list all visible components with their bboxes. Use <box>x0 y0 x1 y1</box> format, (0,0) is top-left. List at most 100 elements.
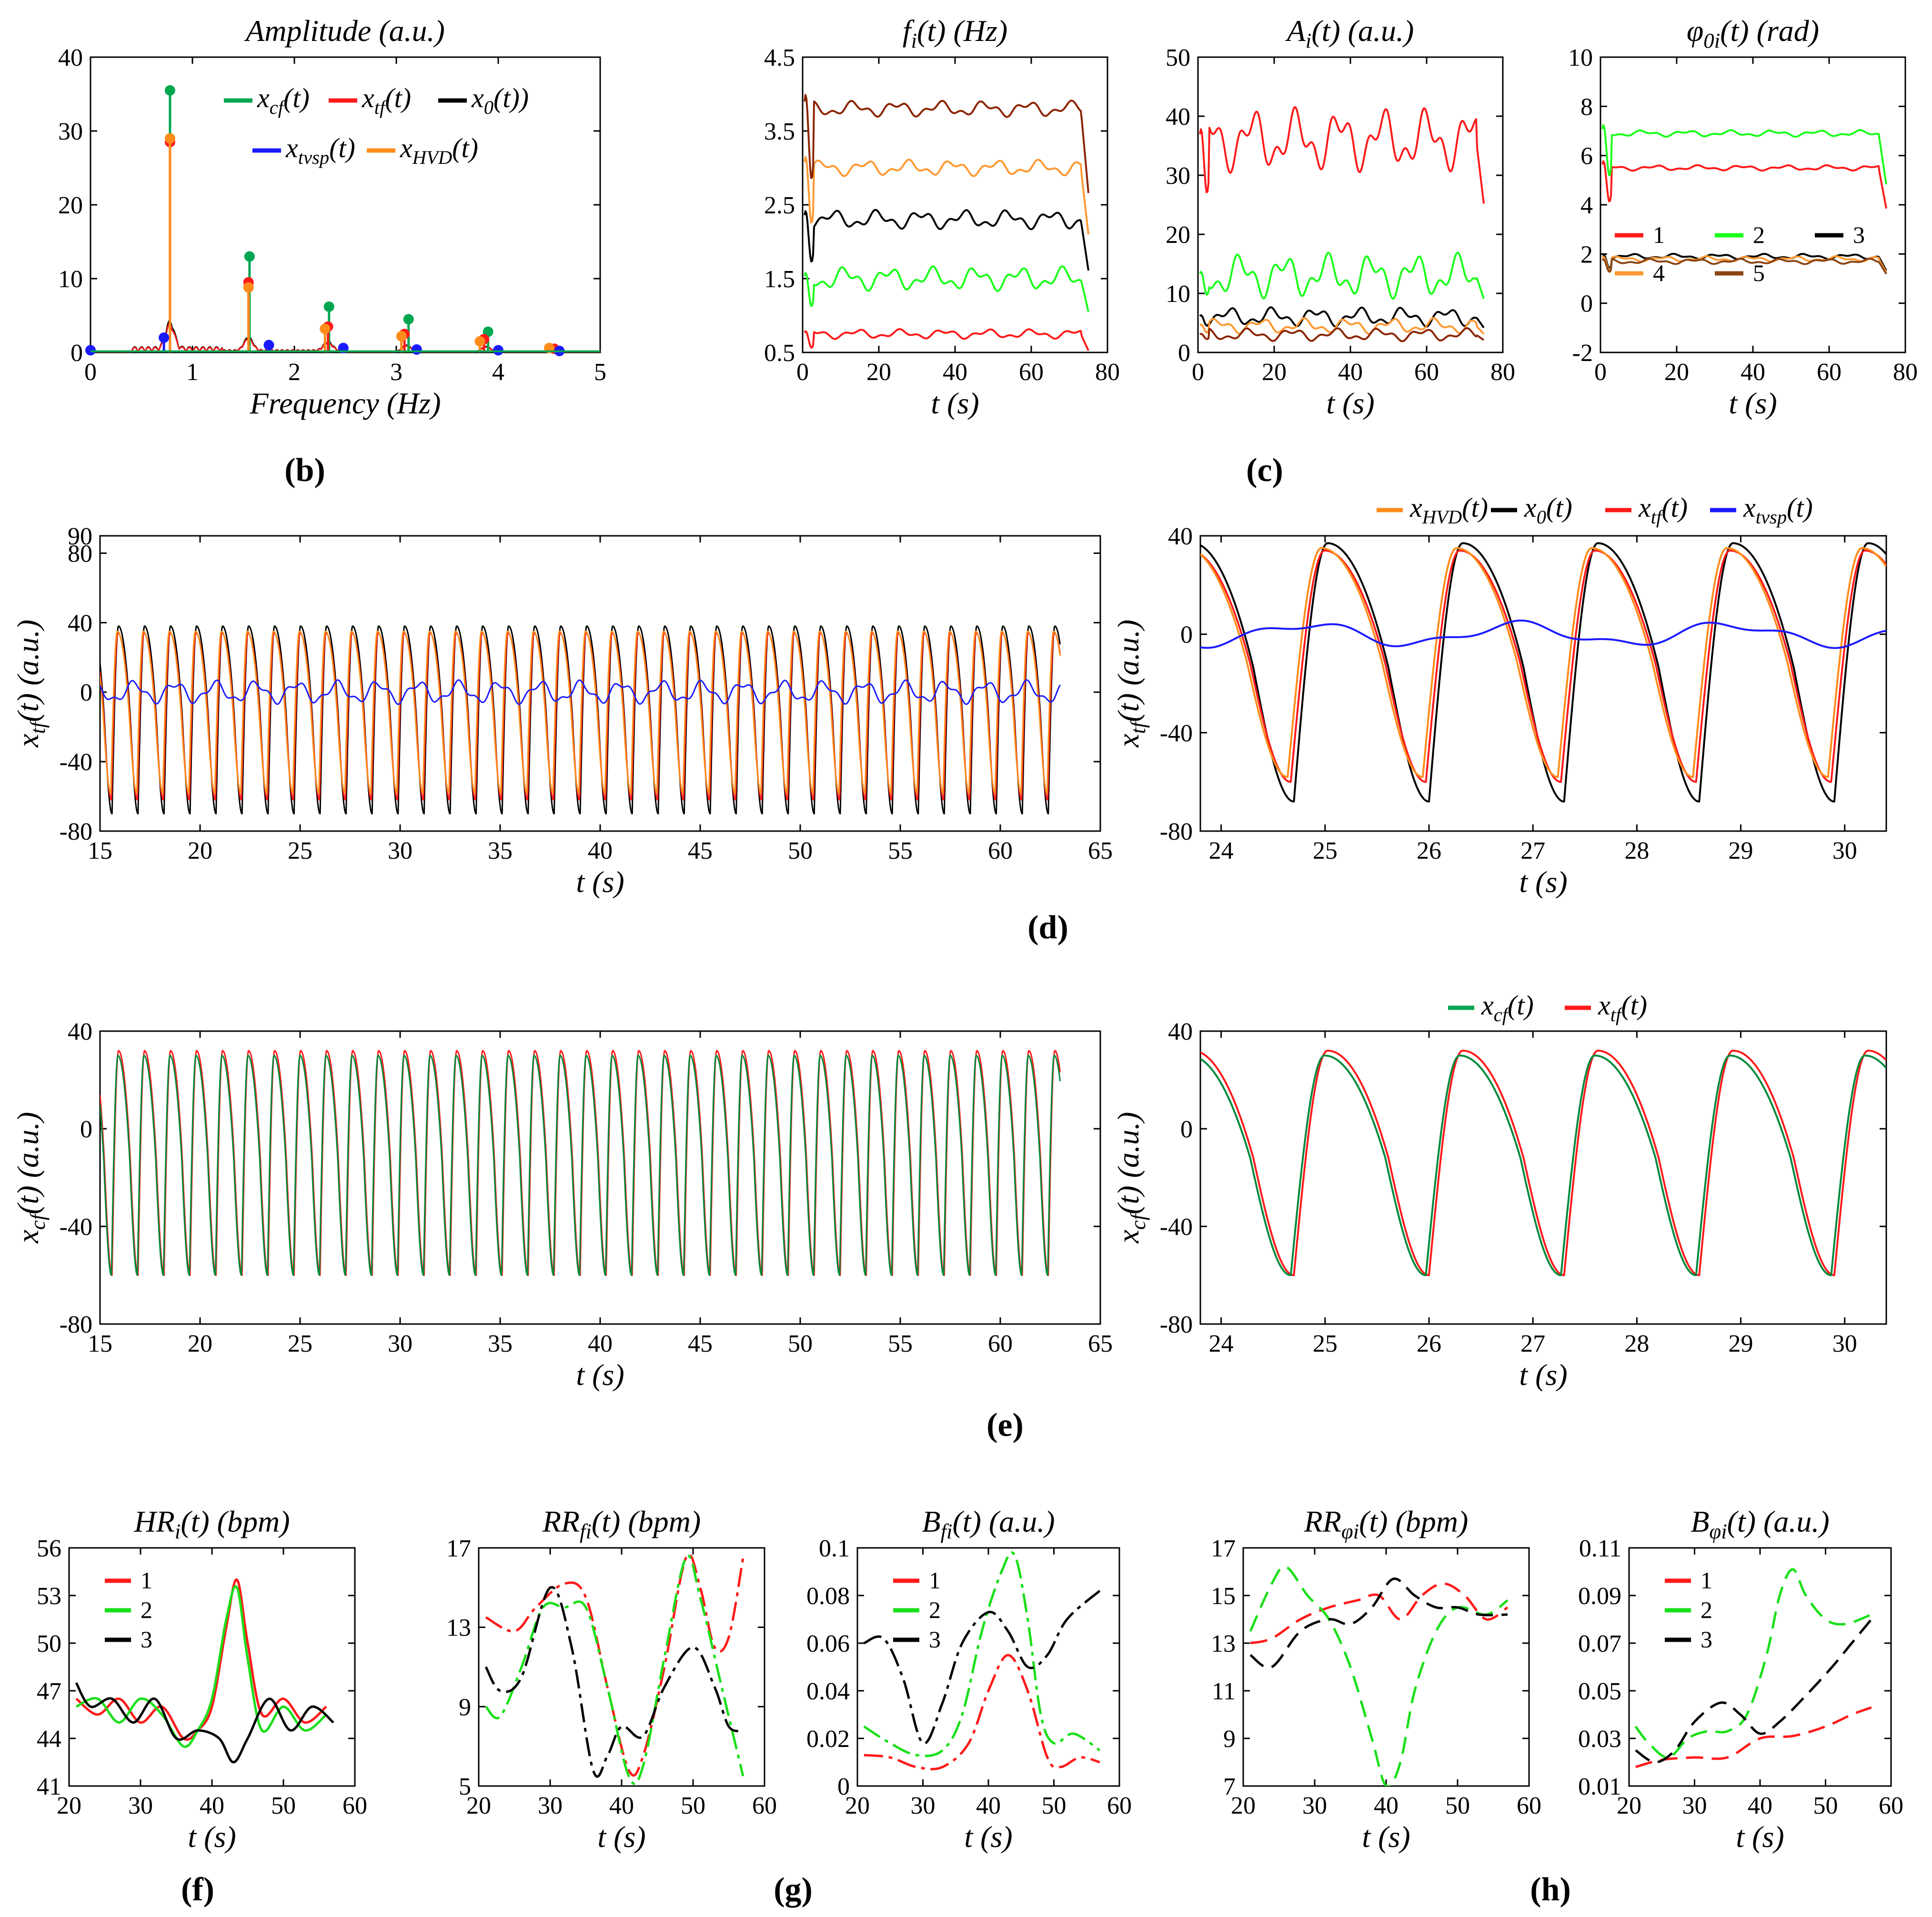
legend-main: x <box>471 82 484 113</box>
stem-marker-x_HVD(t) <box>396 331 407 341</box>
x-axis-label: t (s) <box>576 865 624 899</box>
plot-frame <box>856 1547 1120 1787</box>
x-tick-label: 15 <box>88 1330 112 1357</box>
chart-h_rr: 20 30 40 50 60 7 9 11 13 15 17 RRφi(t) (bpm) t (s) <box>1211 1505 1541 1854</box>
y-axis-label: xcf(t) (a.u.) <box>11 1112 50 1244</box>
chart-c_amp: 0 20 40 60 80 0 10 20 30 40 50 Ai(t) (a.u.) t (s) <box>1166 14 1515 420</box>
chart-title-rest: (t) (rad) <box>1720 14 1819 48</box>
legend-item: 3 <box>141 1626 152 1653</box>
y-tick-label: -40 <box>1160 720 1193 747</box>
x-tick-label: 20 <box>466 1792 491 1819</box>
x-tick-label: 65 <box>1088 1330 1113 1357</box>
series-2-line <box>1199 251 1485 300</box>
x-tick-label: 30 <box>1302 1792 1327 1819</box>
chart-g_b: 20 30 40 50 60 0 0.02 0.04 0.06 0.08 0.1 Bfi(t) (a.… <box>806 1505 1132 1854</box>
x-tick-label: 25 <box>288 837 312 864</box>
x-tick-label: 2 <box>288 359 301 386</box>
x-tick-label: 20 <box>1617 1792 1641 1819</box>
chart-title-main: RR <box>542 1505 580 1538</box>
series-5-line <box>804 94 1089 193</box>
legend-item: 4 <box>1653 260 1665 286</box>
series-2-line <box>804 265 1089 312</box>
legend-rest: (t) <box>283 82 310 113</box>
chart-title-rest: (t) (bpm) <box>1359 1505 1468 1538</box>
legend-sub: HVD <box>412 147 452 168</box>
x-tick-label: 4 <box>492 359 504 386</box>
panel-label-h: (h) <box>1530 1871 1571 1908</box>
legend-item: x0(t)) <box>471 82 529 118</box>
chart-title-rest: (t) (bpm) <box>592 1505 701 1538</box>
x-tick-label: 20 <box>1231 1792 1256 1819</box>
series-1-line <box>804 328 1089 351</box>
chart-title-rest: (t) (a.u.) <box>1311 14 1414 48</box>
x-tick-label: 30 <box>388 837 413 864</box>
y-tick-label: 2 <box>1580 241 1593 268</box>
x-axis-label: t (s) <box>1519 1358 1567 1392</box>
series-1-line <box>1250 1582 1509 1645</box>
x-tick-label: 30 <box>1832 837 1857 864</box>
chart-title-main: φ <box>1687 14 1703 48</box>
chart-f_hr: 20 30 40 50 60 41 44 47 50 53 56 HRi(t) (bpm) t (s) 1… <box>37 1505 367 1854</box>
legend-sub: HVD <box>1422 506 1462 528</box>
x-tick-label: 50 <box>681 1792 705 1819</box>
y-tick-label: 2.5 <box>764 192 795 219</box>
x-axis-label: t (s) <box>1362 1820 1410 1854</box>
chart-title-sub: i <box>175 1519 181 1543</box>
y-axis-label-main: x <box>1111 1230 1145 1244</box>
stem-marker-x_cf(t) <box>244 251 255 262</box>
y-tick-label: 90 <box>68 523 92 550</box>
series-1-line <box>1601 160 1887 209</box>
chart-title: fi(t) (Hz) <box>903 14 1007 52</box>
legend-sub: 0 <box>1537 506 1546 528</box>
y-tick-label: 20 <box>58 192 83 219</box>
chart-title-sub: i <box>911 29 917 52</box>
x-tick-label: 20 <box>866 359 891 386</box>
series-x_tvsp(t)-line <box>100 679 1061 705</box>
series-1-line <box>485 1553 745 1777</box>
legend-rest: (t) <box>385 82 411 113</box>
y-tick-label: -2 <box>1572 340 1593 367</box>
x-tick-label: 40 <box>588 1330 613 1357</box>
x-tick-label: 60 <box>988 1330 1013 1357</box>
series-1-line <box>1635 1706 1872 1768</box>
legend-item: x0(t) <box>1524 492 1572 528</box>
x-tick-label: 25 <box>1313 1330 1338 1357</box>
x-axis-label: t (s) <box>1519 865 1567 899</box>
series-2-line <box>1634 1568 1872 1759</box>
legend-item: xtvsp(t) <box>1743 492 1813 528</box>
series-3-line <box>484 1586 744 1778</box>
y-tick-label: -80 <box>1160 818 1193 845</box>
chart-title-sub: φi <box>1709 1519 1727 1543</box>
series-1-line <box>864 1654 1100 1771</box>
y-tick-label: 15 <box>1211 1583 1236 1610</box>
x-tick-label: 35 <box>488 1330 513 1357</box>
y-tick-label: 53 <box>37 1583 61 1610</box>
y-axis-label-rest: (t) (a.u.) <box>1111 620 1145 722</box>
legend-item: xtf(t) <box>1598 990 1647 1025</box>
panel-label-g: (g) <box>774 1871 813 1908</box>
chart-title: RRφi(t) (bpm) <box>1304 1505 1469 1543</box>
y-axis-label-main: x <box>11 734 45 748</box>
stem-marker-x_tvsp(t) <box>159 332 170 343</box>
legend-d_zoom: xHVD(t) x0(t) xtf(t) xtvsp(t) <box>1377 492 1813 528</box>
legend-main: x <box>1598 990 1610 1021</box>
y-tick-label: -80 <box>60 818 92 845</box>
y-tick-label: 10 <box>58 266 83 293</box>
plot-frame <box>1628 1547 1892 1787</box>
y-tick-label: 8 <box>1580 93 1593 120</box>
x-tick-label: 80 <box>1893 359 1918 386</box>
series-3-line <box>1249 1577 1508 1669</box>
legend-main: x <box>1743 492 1756 523</box>
stem-marker-x_tvsp(t) <box>263 340 274 351</box>
x-tick-label: 55 <box>888 1330 913 1357</box>
chart-title-main: B <box>922 1505 940 1538</box>
stem-marker-x_HVD(t) <box>474 336 485 347</box>
y-tick-label: 0.09 <box>1578 1583 1621 1610</box>
y-tick-label: 40 <box>58 44 83 71</box>
panel-label-d: (d) <box>1027 909 1068 946</box>
y-tick-label: 30 <box>58 118 83 145</box>
chart-title-sub: fi <box>941 1519 953 1543</box>
stem-marker-x_HVD(t) <box>320 323 331 334</box>
